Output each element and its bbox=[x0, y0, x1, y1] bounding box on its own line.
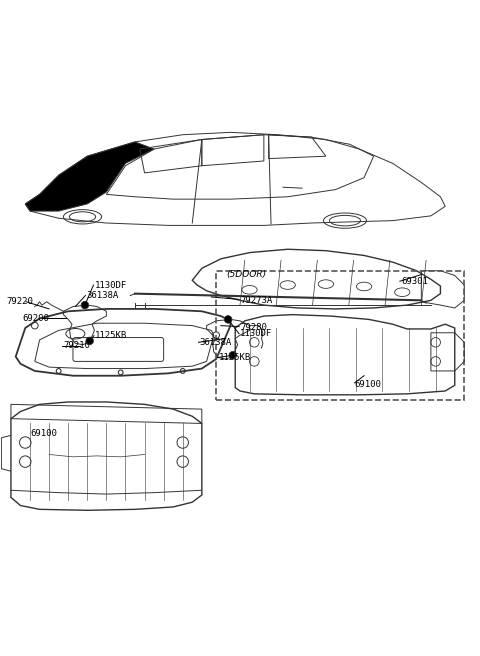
Text: 69301: 69301 bbox=[401, 277, 428, 286]
Text: 79280: 79280 bbox=[240, 323, 267, 333]
Text: 79220: 79220 bbox=[6, 297, 33, 306]
Text: 69200: 69200 bbox=[23, 314, 50, 323]
Text: 36138A: 36138A bbox=[86, 291, 119, 300]
Text: 79210: 79210 bbox=[63, 341, 90, 350]
Circle shape bbox=[224, 316, 232, 323]
Text: 1125KB: 1125KB bbox=[95, 331, 127, 340]
Text: 1125KB: 1125KB bbox=[218, 353, 251, 362]
Text: 69100: 69100 bbox=[355, 380, 382, 389]
Circle shape bbox=[229, 352, 237, 359]
Circle shape bbox=[81, 301, 89, 309]
Text: 1130DF: 1130DF bbox=[240, 329, 272, 338]
Circle shape bbox=[86, 337, 94, 344]
Text: 69100: 69100 bbox=[30, 430, 57, 438]
Text: (5DOOR): (5DOOR) bbox=[227, 270, 267, 279]
Text: 79273A: 79273A bbox=[240, 297, 272, 305]
Polygon shape bbox=[25, 142, 154, 211]
Text: 36138A: 36138A bbox=[199, 338, 232, 347]
Text: 1130DF: 1130DF bbox=[95, 281, 127, 289]
